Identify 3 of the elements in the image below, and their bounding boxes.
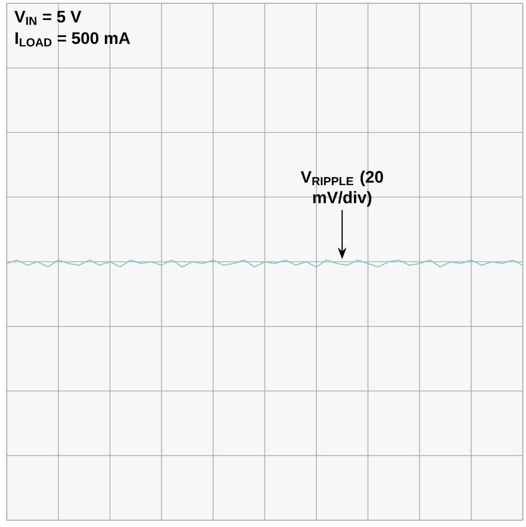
text: V$_{IN}$ = 5 V [14,10,82,25]
text: I$_{LOAD}$ = 500 mA [15,32,130,46]
text: V$_{RIPPLE}$ (20 mV/div) [300,170,384,207]
